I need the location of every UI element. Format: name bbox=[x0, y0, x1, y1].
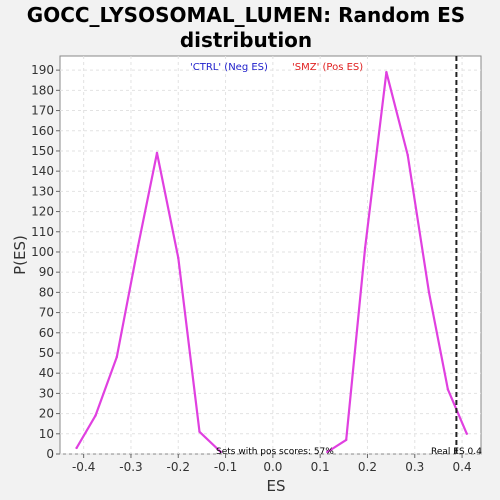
series-point bbox=[406, 153, 409, 157]
y-axis-label: P(ES) bbox=[11, 235, 29, 275]
x-tick-label: -0.2 bbox=[167, 460, 190, 474]
y-tick-label: 50 bbox=[39, 346, 54, 360]
series-layer bbox=[75, 70, 469, 454]
x-axis: -0.4 -0.3 -0.2 -0.1 0.0 0.1 0.2 0.3 0.4 bbox=[72, 454, 472, 474]
y-tick-label: 130 bbox=[31, 184, 54, 198]
y-tick-label: 10 bbox=[39, 427, 54, 441]
series-point bbox=[75, 446, 78, 450]
y-tick-label: 150 bbox=[31, 144, 54, 158]
series-point bbox=[136, 244, 140, 248]
x-tick-label: 0.3 bbox=[405, 460, 424, 474]
legend-entry-smz: 'SMZ' (Pos ES) bbox=[292, 62, 363, 73]
series-point bbox=[155, 151, 159, 155]
x-tick-label: 0.4 bbox=[453, 460, 472, 474]
series-point bbox=[326, 450, 329, 454]
y-tick-label: 80 bbox=[39, 285, 54, 299]
series-point bbox=[385, 70, 388, 74]
series-point bbox=[427, 291, 431, 294]
series-point bbox=[465, 432, 469, 435]
legend: 'CTRL' (Neg ES) 'SMZ' (Pos ES) bbox=[190, 62, 363, 73]
grid-layer bbox=[60, 56, 481, 455]
series-point bbox=[198, 430, 201, 433]
y-axis: 0 10 20 30 40 50 60 70 80 90 100 110 120 130 140 150 160… bbox=[31, 63, 60, 461]
legend-entry-ctrl: 'CTRL' (Neg ES) bbox=[190, 62, 268, 73]
y-tick-label: 190 bbox=[31, 63, 54, 77]
y-tick-label: 180 bbox=[31, 83, 54, 97]
y-tick-label: 30 bbox=[39, 386, 54, 400]
chart-title-line-1: GOCC_LYSOSOMAL_LUMEN: Random ES bbox=[27, 3, 465, 27]
x-tick-label: 0.2 bbox=[358, 460, 377, 474]
series-point bbox=[446, 388, 450, 391]
x-axis-label: ES bbox=[267, 477, 286, 495]
y-tick-label: 60 bbox=[39, 326, 54, 340]
x-tick-label: 0.1 bbox=[311, 460, 330, 474]
y-tick-label: 90 bbox=[39, 265, 54, 279]
y-tick-label: 20 bbox=[39, 407, 54, 421]
x-tick-label: 0.0 bbox=[263, 460, 282, 474]
y-tick-label: 160 bbox=[31, 124, 54, 138]
x-tick-label: -0.4 bbox=[72, 460, 95, 474]
series-point bbox=[177, 256, 180, 260]
series-point bbox=[363, 246, 367, 250]
pos-scores-annotation: Sets with pos scores: 57% bbox=[216, 447, 334, 457]
y-tick-label: 0 bbox=[46, 447, 54, 461]
y-tick-label: 100 bbox=[31, 245, 54, 259]
series-line-smz bbox=[326, 71, 468, 453]
series-point bbox=[344, 438, 348, 442]
y-tick-label: 70 bbox=[39, 306, 54, 320]
plot-area bbox=[59, 55, 482, 455]
y-tick-label: 140 bbox=[31, 164, 54, 178]
y-tick-label: 120 bbox=[31, 205, 54, 219]
y-tick-label: 170 bbox=[31, 104, 54, 118]
real-es-annotation: Real ES 0.4 bbox=[431, 447, 482, 457]
y-tick-label: 110 bbox=[31, 225, 54, 239]
x-tick-label: -0.1 bbox=[214, 460, 237, 474]
series-point bbox=[115, 355, 118, 359]
series-point bbox=[219, 450, 223, 454]
series-point bbox=[94, 414, 97, 417]
chart-title-line-2: distribution bbox=[180, 28, 312, 52]
x-tick-label: -0.3 bbox=[119, 460, 142, 474]
y-tick-label: 40 bbox=[39, 366, 54, 380]
series-line-ctrl bbox=[75, 151, 222, 453]
